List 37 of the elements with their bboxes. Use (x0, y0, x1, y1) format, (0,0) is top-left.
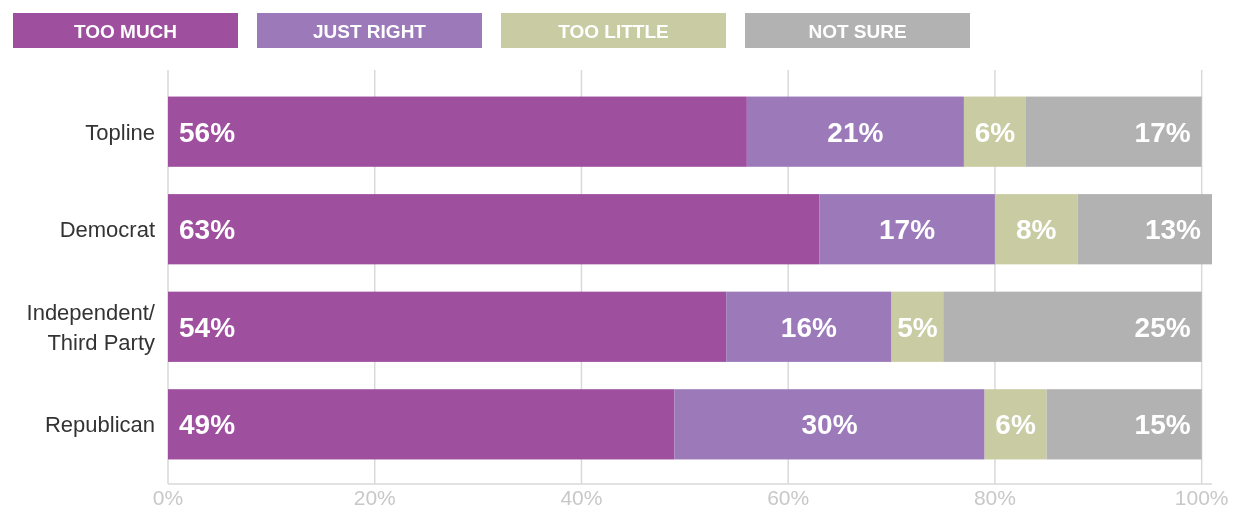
data-label: 16% (780, 311, 837, 343)
data-label: 17% (1134, 116, 1191, 148)
bar (1025, 96, 1202, 167)
data-label: 17% (879, 214, 936, 246)
data-label: 21% (827, 116, 884, 148)
bar (746, 96, 964, 167)
data-label: 25% (1134, 311, 1191, 343)
text: NOT SURE (808, 20, 907, 42)
text: TOO MUCH (73, 20, 178, 42)
data-label: 49% (179, 409, 236, 441)
bar (674, 389, 985, 460)
data-label: 15% (1134, 409, 1191, 441)
bar (168, 194, 820, 265)
data-label: 54% (179, 311, 236, 343)
bar (168, 291, 727, 362)
data-label: 5% (897, 311, 938, 343)
text: JUST RIGHT (313, 20, 427, 42)
y-tick-label: Independent/ Third Party (26, 299, 156, 355)
text: TOO LITTLE (558, 20, 669, 42)
data-label: 6% (974, 116, 1016, 148)
data-label: 56% (179, 116, 236, 148)
bar (168, 96, 747, 167)
bar (168, 389, 675, 460)
y-tick-label: Republican (44, 412, 155, 438)
data-label: 13% (1144, 214, 1202, 246)
data-label: 6% (995, 409, 1036, 441)
bar (943, 291, 1202, 362)
data-label: 30% (801, 409, 858, 441)
bar (819, 194, 995, 265)
bar (1046, 389, 1202, 460)
bar (726, 291, 892, 362)
data-label: 63% (179, 214, 236, 246)
bar (1077, 194, 1212, 265)
y-tick-label: Democrat (59, 217, 155, 243)
bar (994, 194, 1078, 265)
data-label: 8% (1016, 214, 1057, 246)
y-tick-label: Topline (85, 119, 155, 145)
